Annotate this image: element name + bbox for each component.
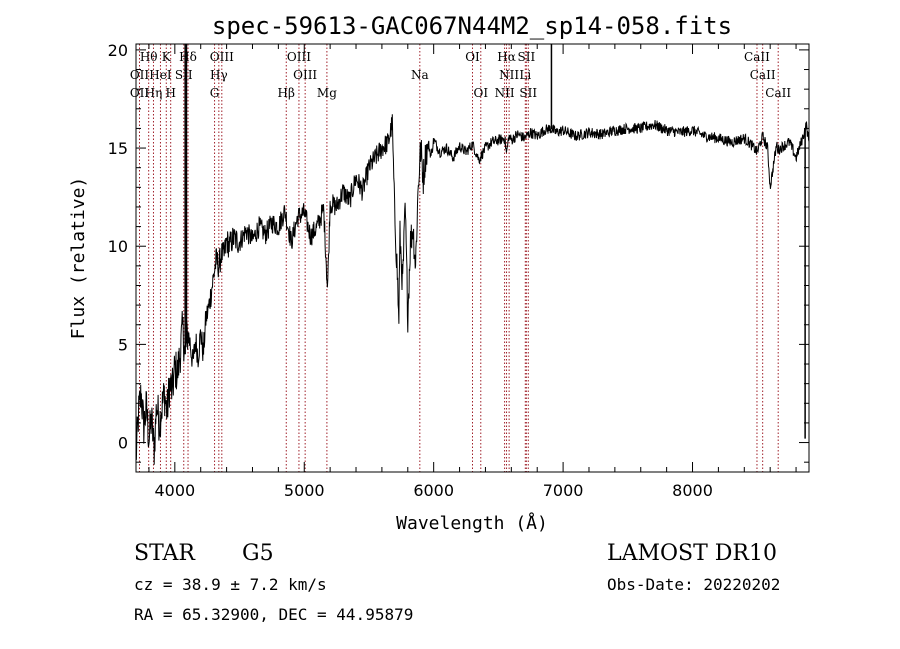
- coordinates: RA = 65.32900, DEC = 44.95879: [134, 605, 413, 624]
- x-tick-label: 4000: [154, 481, 195, 500]
- line-label-9: OIII: [210, 50, 234, 64]
- line-label-23: NII: [495, 86, 515, 100]
- x-tick-label: 5000: [284, 481, 325, 500]
- x-tick-label: 6000: [413, 481, 454, 500]
- line-label-18: OI: [473, 86, 488, 100]
- x-axis: 4000 5000 6000 7000 8000: [148, 44, 797, 500]
- line-label-13: OIII: [293, 68, 317, 82]
- line-label-16: Na: [411, 68, 429, 82]
- line-label-3: HeI: [149, 68, 172, 82]
- x-axis-label: Wavelength (Å): [396, 512, 548, 534]
- observation-date: Obs-Date: 20220202: [607, 575, 780, 594]
- redshift-cz: cz = 38.9 ± 7.2 km/s: [134, 575, 327, 594]
- line-label-14: Hβ: [278, 86, 295, 100]
- y-axis-label: Flux (relative): [68, 177, 89, 340]
- line-label-6: SII: [175, 68, 193, 82]
- line-label-5: K: [162, 50, 172, 64]
- survey-name: LAMOST DR10: [607, 541, 777, 566]
- line-label-19: Hα: [497, 50, 516, 64]
- line-label-1: OII: [130, 68, 150, 82]
- line-label-11: G: [210, 86, 220, 100]
- spectrum-series: [135, 44, 810, 465]
- spectrum-line: [135, 114, 810, 465]
- y-tick-label: 10: [108, 237, 128, 256]
- chart-title: spec-59613-GAC067N44M2_sp14-058.fits: [212, 12, 732, 40]
- object-class: STAR: [134, 541, 196, 566]
- line-label-24: SII: [519, 86, 537, 100]
- line-label-8: Hδ: [179, 50, 197, 64]
- line-label-15: Mg: [317, 86, 337, 100]
- line-label-26: CaII: [750, 68, 776, 82]
- x-tick-label: 8000: [672, 481, 713, 500]
- y-tick-label: 15: [108, 139, 128, 158]
- line-label-4: Hη: [145, 86, 163, 100]
- line-label-0: Hθ: [140, 50, 158, 64]
- line-label-12: OIII: [287, 50, 311, 64]
- y-tick-label: 5: [118, 335, 128, 354]
- object-subclass: G5: [242, 541, 274, 566]
- y-axis: 0 5 10 15 20: [108, 41, 809, 463]
- y-tick-label: 20: [108, 41, 128, 60]
- plot-frame: [135, 43, 810, 473]
- line-label-20: SII: [517, 50, 535, 64]
- line-label-10: Hγ: [210, 68, 228, 82]
- y-tick-label: 0: [118, 434, 128, 453]
- line-label-7: H: [165, 86, 175, 100]
- x-tick-label: 7000: [543, 481, 584, 500]
- line-label-2: OII: [130, 86, 150, 100]
- line-label-27: CaII: [765, 86, 791, 100]
- line-label-22: Li: [519, 68, 531, 82]
- line-label-17: OI: [465, 50, 480, 64]
- line-label-21: NII: [499, 68, 519, 82]
- spectral-line-markers: [138, 44, 779, 472]
- line-label-25: CaII: [744, 50, 770, 64]
